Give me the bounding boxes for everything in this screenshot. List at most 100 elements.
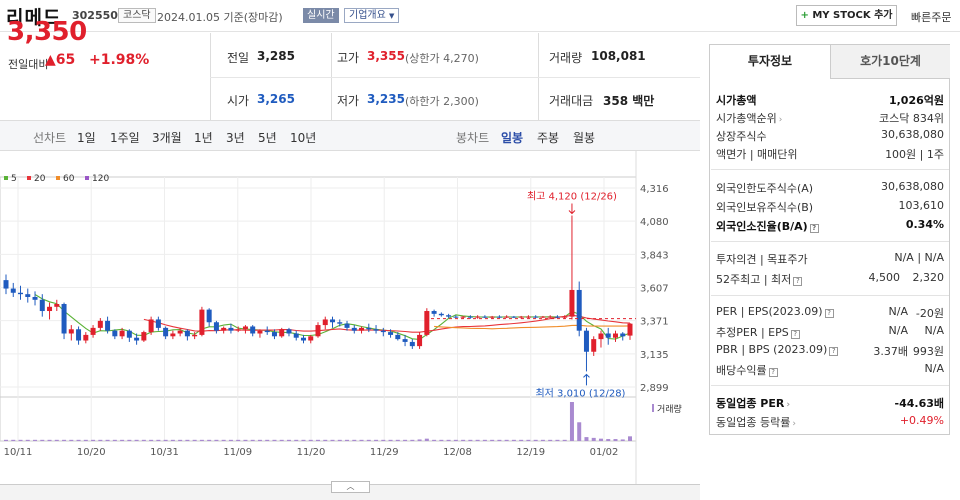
mystock-add-button[interactable]: + MY STOCK 추가 [796, 5, 897, 26]
rank-label-text: 시가총액순위 [716, 112, 777, 125]
candle-body [620, 333, 626, 337]
candle-chart-label: 봉차트 [456, 131, 490, 145]
x-tick-label: 10/20 [77, 447, 106, 458]
tab-weekly[interactable]: 주봉 [537, 131, 560, 145]
volume-bar [540, 439, 545, 441]
pbr-value: 3.37배 [873, 345, 908, 358]
volume-bar [439, 439, 444, 441]
high-annotation: 최고 4,120 (12/26) [527, 191, 617, 203]
candlestick-chart[interactable]: 5 20 60 120 4,316 4,080 3,843 3,607 3,371 3,135 2,… [0, 151, 700, 484]
volume-bar [577, 422, 582, 441]
realtime-badge[interactable]: 실시간 [303, 8, 339, 23]
sector-per-value: -44.63배 [894, 397, 944, 410]
help-icon[interactable]: ? [790, 330, 800, 339]
volume-bar [395, 439, 400, 441]
tab-investment-info[interactable]: 투자정보 [710, 45, 830, 79]
legend-label: 5 [11, 174, 17, 184]
volume-label: 거래량 [549, 51, 583, 65]
market-badge: 코스닥 [118, 8, 156, 23]
mystock-label: MY STOCK 추가 [812, 10, 893, 21]
volume-bar [519, 439, 524, 441]
candle-body [126, 330, 132, 338]
candle-body [286, 329, 292, 334]
tab-3y[interactable]: 3년 [226, 131, 245, 145]
candle-body [525, 316, 531, 318]
candle-body [373, 329, 379, 331]
dividend-label: 배당수익률? [716, 362, 778, 378]
tab-1y[interactable]: 1년 [194, 131, 213, 145]
face-value-label: 액면가 | 매매단위 [716, 148, 798, 161]
week52-low-value: 2,320 [912, 271, 945, 284]
volume-bar [141, 439, 146, 441]
tab-3m[interactable]: 3개월 [152, 131, 182, 145]
tab-1w[interactable]: 1주일 [110, 131, 140, 145]
chevron-right-icon: › [792, 419, 796, 429]
candle-body [562, 316, 568, 318]
shares-value: 30,638,080 [881, 128, 944, 141]
sector-rate-label[interactable]: 동일업종 등락률 › [716, 414, 796, 430]
foreign-limit-row: 외국인한도주식수(A) 30,638,080 [716, 178, 944, 196]
per-row: PER | EPS(2023.09)? N/A -20원 [716, 303, 944, 321]
candle-body [518, 316, 524, 318]
tab-1d[interactable]: 1일 [77, 131, 96, 145]
tab-10y[interactable]: 10년 [290, 131, 317, 145]
candle-body [90, 327, 96, 335]
est-per-row: 추정PER | EPS? N/A N/A [716, 322, 944, 340]
candle-body [504, 316, 510, 318]
amount-value: 358 백만 [603, 94, 655, 108]
volume-bar [178, 439, 183, 441]
rank-label[interactable]: 시가총액순위 › [716, 110, 782, 126]
shares-row: 상장주식수 30,638,080 [716, 126, 944, 144]
candle-body [366, 327, 372, 330]
candle-body [511, 316, 517, 318]
help-icon[interactable]: ? [793, 277, 803, 286]
volume-bar [359, 439, 364, 441]
tab-monthly[interactable]: 월봉 [573, 131, 596, 145]
x-tick-label: 11/20 [297, 447, 326, 458]
volume-bar [18, 439, 23, 441]
quick-order-link[interactable]: 빠른주문 [911, 11, 952, 24]
sector-per-label[interactable]: 동일업종 PER › [716, 395, 790, 411]
shares-label: 상장주식수 [716, 130, 767, 143]
candle-body [453, 316, 459, 318]
pbr-label-text: PBR | BPS (2023.09) [716, 343, 828, 356]
help-icon[interactable]: ? [829, 347, 839, 356]
prev-close-value: 3,285 [257, 49, 295, 63]
tab-5y[interactable]: 5년 [258, 131, 277, 145]
divider [711, 385, 949, 386]
foreign-rate-value: 0.34% [905, 218, 944, 231]
company-overview-button[interactable]: 기업개요 ▼ [344, 8, 400, 23]
foreign-limit-value: 30,638,080 [881, 180, 944, 193]
help-icon[interactable]: ? [809, 224, 819, 233]
price-change-percent: +1.98% [89, 52, 150, 68]
candle-body [438, 313, 444, 316]
candle-body [32, 296, 38, 300]
volume-bar [461, 439, 466, 441]
tab-orderbook-10[interactable]: 호가10단계 [830, 45, 950, 79]
volume-bar [192, 439, 197, 441]
candle-body [25, 294, 31, 297]
candle-body [351, 327, 357, 331]
high-value: 3,355 [367, 49, 405, 63]
x-tick-label: 10/11 [4, 447, 33, 458]
volume-bar [127, 439, 132, 441]
chart-resize-handle[interactable]: ︿ [331, 481, 370, 493]
company-overview-label: 기업개요 [349, 10, 386, 21]
volume-bar [403, 439, 408, 441]
candle-body [192, 334, 198, 337]
help-icon[interactable]: ? [768, 368, 778, 377]
candle-body [540, 316, 546, 318]
week52-row: 52주최고 | 최저? 4,500 2,320 [716, 269, 944, 287]
volume-bar [134, 439, 139, 441]
plus-icon: + [800, 10, 809, 21]
price-diff: ▲65 [45, 52, 75, 68]
volume-legend-label: 거래량 [657, 403, 682, 415]
help-icon[interactable]: ? [824, 309, 834, 318]
candle-body [576, 289, 582, 331]
tab-daily[interactable]: 일봉 [501, 131, 524, 145]
high-arrow [568, 203, 576, 215]
volume-bar [33, 439, 38, 441]
week52-label: 52주최고 | 최저? [716, 271, 803, 287]
dividend-value: N/A [924, 362, 944, 375]
